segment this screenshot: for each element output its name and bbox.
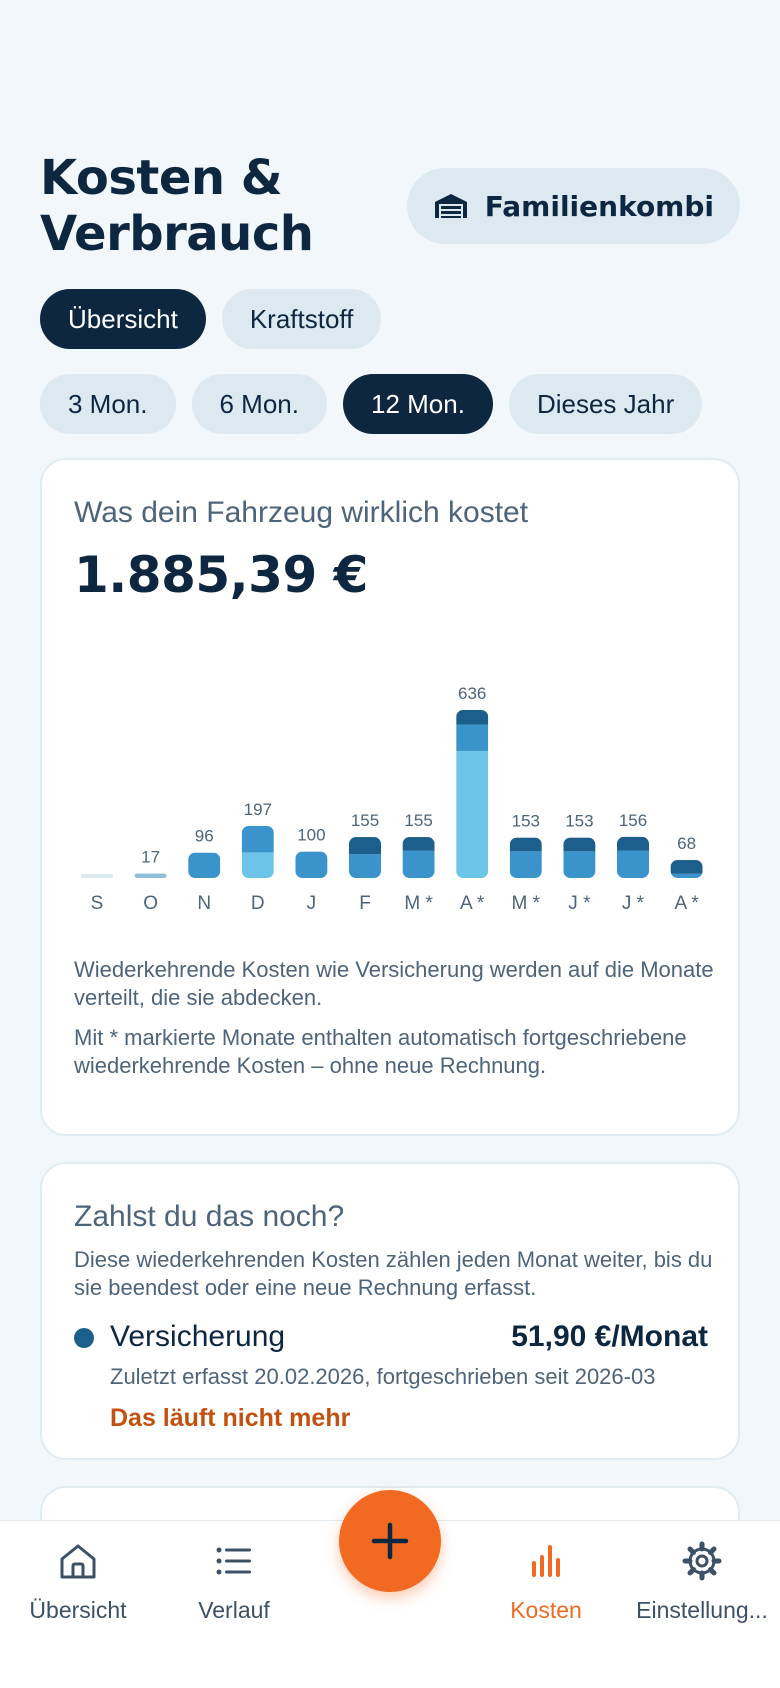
home-icon — [60, 1544, 96, 1579]
recurring-costs-card: Zahlst du das noch? Diese wiederkehrende… — [40, 1162, 740, 1460]
chart-bar-segment — [563, 837, 596, 852]
chart-bar-segment — [456, 750, 489, 878]
chart-bar-segment — [241, 825, 274, 853]
chart-value-label: 153 — [565, 812, 593, 831]
tab-fuel[interactable]: Kraftstoff — [221, 289, 382, 349]
recurring-item-name: Versicherung — [110, 1320, 286, 1353]
range-6-months[interactable]: 6 Mon. — [191, 374, 327, 434]
chart-bar-segment — [509, 837, 542, 852]
chart-bar-segment — [617, 836, 649, 851]
chart-bar — [81, 874, 113, 878]
chart-category-label: N — [197, 893, 211, 914]
nav-settings-label: Einstellung... — [636, 1597, 768, 1623]
chart-bar-segment — [670, 873, 703, 878]
list-icon — [216, 1547, 251, 1575]
chart-bar — [456, 710, 489, 878]
recurring-title: Zahlst du das noch? — [74, 1200, 345, 1233]
chart-bar — [509, 837, 542, 878]
chart-category-label: J * — [622, 893, 645, 914]
chart-value-label: 68 — [677, 834, 696, 853]
gear-icon — [682, 1541, 722, 1581]
chart-category-label: F — [359, 893, 371, 914]
recurring-item-price: 51,90 €/Monat — [511, 1320, 708, 1353]
chart-value-label: 153 — [512, 812, 540, 831]
chart-category-label: M * — [512, 893, 541, 914]
tab-overview[interactable]: Übersicht — [40, 289, 206, 349]
chart-category-label: D — [251, 893, 265, 914]
view-tabs: Übersicht Kraftstoff — [40, 289, 382, 349]
chart-value-label: 155 — [404, 811, 432, 830]
cost-total: 1.885,39 € — [74, 546, 368, 604]
range-12-months[interactable]: 12 Mon. — [343, 374, 493, 434]
chart-bar-segment — [349, 837, 381, 855]
bar-chart-icon — [532, 1545, 560, 1577]
nav-costs[interactable]: Kosten — [468, 1539, 624, 1624]
range-this-year[interactable]: Dieses Jahr — [508, 374, 703, 434]
chart-bar — [563, 837, 596, 878]
nav-costs-label: Kosten — [510, 1597, 582, 1623]
vehicle-label: Familienkombi — [484, 189, 714, 223]
chart-value-label: 636 — [458, 684, 486, 703]
garage-icon — [434, 194, 467, 218]
chart-value-label: 197 — [244, 800, 272, 819]
chart-bar-segment — [563, 851, 596, 878]
recurring-description: Diese wiederkehrenden Kosten zählen jede… — [74, 1247, 713, 1300]
chart-bar — [349, 837, 381, 878]
chart-bar-segment — [81, 874, 113, 878]
stop-recurring-link[interactable]: Das läuft nicht mehr — [110, 1404, 351, 1432]
chart-category-label: J — [307, 893, 317, 914]
plus-icon — [371, 1522, 409, 1560]
chart-bar — [402, 837, 435, 878]
monthly-cost-chart: S 17 O 96 N 197 D 100 J 155 F 155 M * 636 A * 153 M * 153… — [81, 684, 703, 914]
page-title: Kosten & Verbrauch — [40, 150, 314, 262]
chart-bar-segment — [617, 850, 649, 878]
chart-bar — [134, 873, 167, 878]
recurring-item-meta: Zuletzt erfasst 20.02.2026, fortgeschrie… — [110, 1364, 656, 1389]
chart-bar-segment — [188, 852, 221, 878]
cost-card-label: Was dein Fahrzeug wirklich kostet — [74, 496, 529, 529]
chart-category-label: O — [143, 893, 158, 914]
add-entry-button[interactable] — [339, 1490, 441, 1592]
chart-bar-segment — [295, 851, 328, 878]
cost-overview-card: Was dein Fahrzeug wirklich kostet 1.885,… — [40, 458, 740, 1136]
nav-settings[interactable]: Einstellung... — [624, 1539, 780, 1624]
chart-bar — [241, 825, 274, 878]
chart-bar-segment — [402, 837, 435, 851]
chart-value-label: 96 — [195, 827, 214, 846]
chart-value-label: 17 — [141, 848, 160, 867]
chart-bar — [188, 852, 221, 878]
nav-overview[interactable]: Übersicht — [0, 1539, 156, 1624]
chart-bar-segment — [509, 851, 542, 878]
nav-overview-label: Übersicht — [29, 1597, 127, 1623]
chart-bar-segment — [402, 850, 435, 878]
nav-history[interactable]: Verlauf — [156, 1539, 312, 1624]
chart-bar-segment — [349, 854, 381, 878]
header: Kosten & Verbrauch Familienkombi — [40, 150, 740, 270]
chart-category-label: S — [91, 893, 104, 914]
chart-category-label: A * — [460, 893, 485, 914]
chart-category-label: J * — [568, 893, 591, 914]
chart-bar-segment — [456, 710, 489, 725]
chart-value-label: 156 — [619, 811, 647, 830]
chart-category-label: A * — [674, 893, 699, 914]
chart-bar — [295, 851, 328, 878]
chart-bar — [670, 860, 703, 878]
cost-note-distribution: Wiederkehrende Kosten wie Versicherung w… — [74, 957, 714, 1010]
chart-category-label: M * — [404, 893, 433, 914]
chart-bar-segment — [670, 860, 703, 874]
chart-value-label: 100 — [297, 826, 325, 845]
recurring-item-dot — [74, 1328, 94, 1348]
cost-note-asterisk: Mit * markierte Monate enthalten automat… — [74, 1025, 687, 1078]
chart-bar-segment — [134, 873, 167, 878]
range-selector: 3 Mon. 6 Mon. 12 Mon. Dieses Jahr — [40, 374, 703, 434]
chart-bar-segment — [241, 852, 274, 878]
chart-value-label: 155 — [351, 811, 379, 830]
vehicle-selector-button[interactable]: Familienkombi — [406, 168, 740, 244]
range-3-months[interactable]: 3 Mon. — [40, 374, 176, 434]
nav-history-label: Verlauf — [198, 1597, 270, 1623]
chart-bar — [617, 836, 649, 878]
chart-bar-segment — [456, 724, 489, 751]
